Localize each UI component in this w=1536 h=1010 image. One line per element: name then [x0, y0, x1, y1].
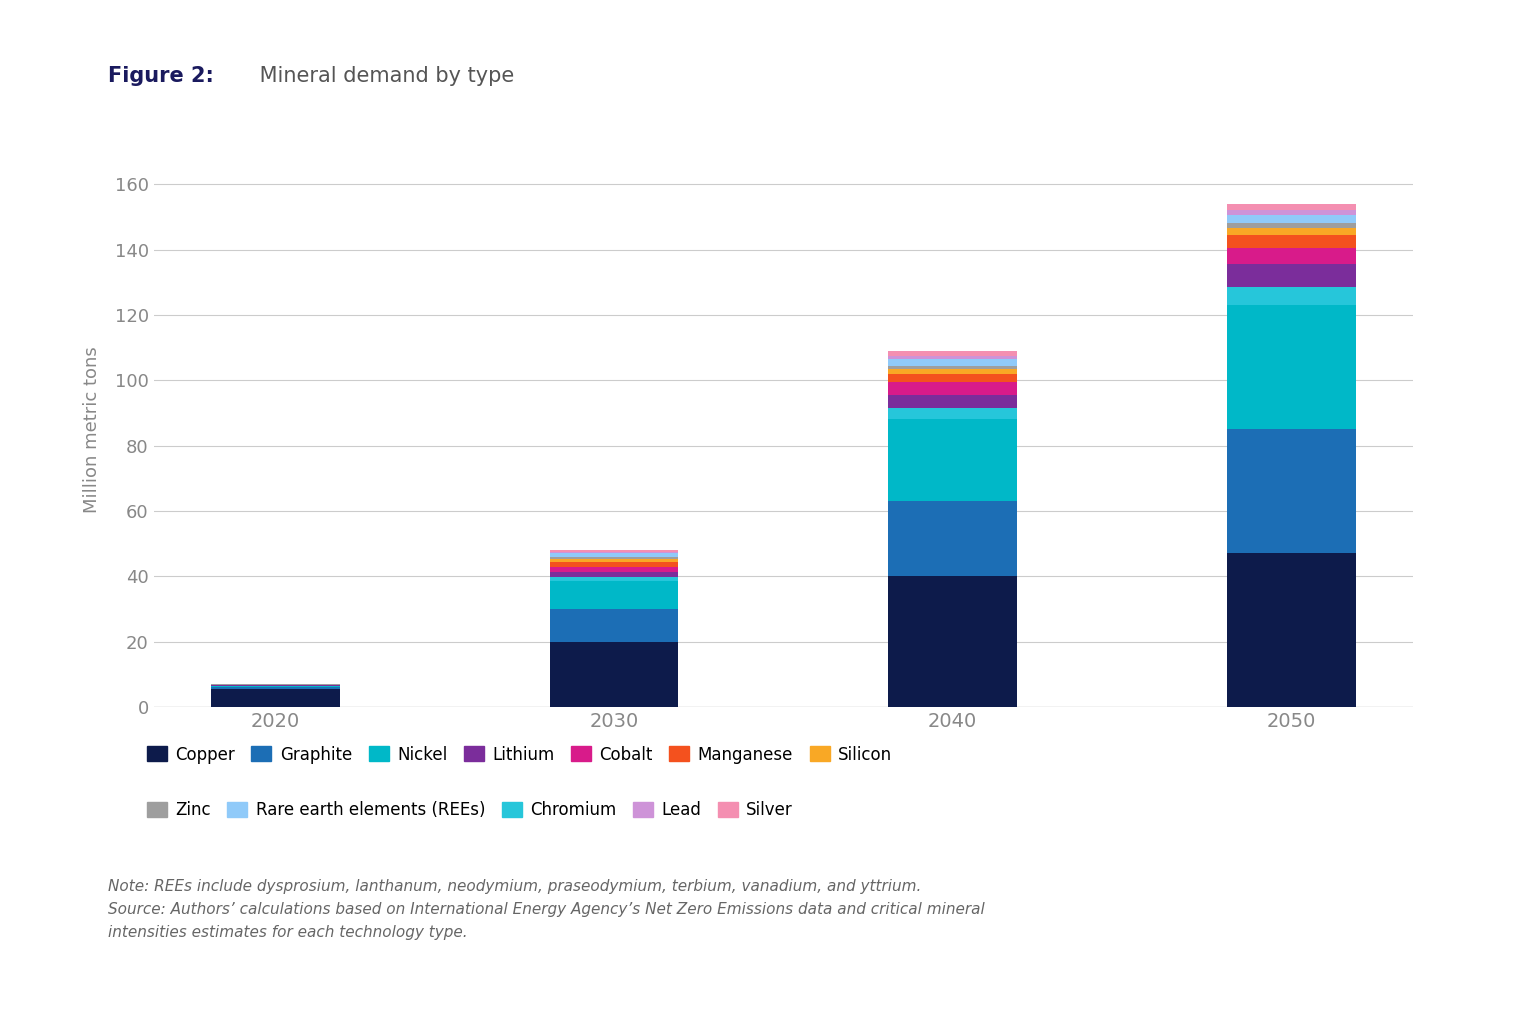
Bar — [888, 501, 1017, 577]
Bar — [888, 419, 1017, 501]
Text: Note: REEs include dysprosium, lanthanum, neodymium, praseodymium, terbium, vana: Note: REEs include dysprosium, lanthanum… — [108, 879, 985, 940]
Text: Figure 2:: Figure 2: — [108, 66, 214, 86]
Bar — [888, 408, 1017, 419]
Bar — [1227, 215, 1356, 223]
Bar — [1227, 210, 1356, 215]
Legend: Copper, Graphite, Nickel, Lithium, Cobalt, Manganese, Silicon: Copper, Graphite, Nickel, Lithium, Cobal… — [146, 745, 892, 764]
Legend: Zinc, Rare earth elements (REEs), Chromium, Lead, Silver: Zinc, Rare earth elements (REEs), Chromi… — [146, 801, 793, 819]
Bar — [888, 577, 1017, 707]
Bar — [550, 562, 679, 568]
Bar — [1227, 204, 1356, 210]
Bar — [1227, 228, 1356, 234]
Text: Mineral demand by type: Mineral demand by type — [253, 66, 515, 86]
Bar — [888, 395, 1017, 408]
Bar — [888, 382, 1017, 395]
Bar — [210, 689, 339, 707]
Bar — [1227, 234, 1356, 247]
Bar — [550, 568, 679, 573]
Bar — [1227, 223, 1356, 228]
Bar — [888, 366, 1017, 369]
Bar — [210, 686, 339, 688]
Bar — [1227, 265, 1356, 287]
Bar — [1227, 305, 1356, 429]
Bar — [550, 559, 679, 562]
Bar — [210, 688, 339, 689]
Bar — [550, 553, 679, 558]
Bar — [550, 558, 679, 559]
Bar — [550, 578, 679, 581]
Bar — [888, 374, 1017, 382]
Bar — [888, 369, 1017, 374]
Bar — [550, 550, 679, 551]
Bar — [1227, 287, 1356, 305]
Bar — [1227, 247, 1356, 265]
Y-axis label: Million metric tons: Million metric tons — [83, 345, 101, 513]
Bar — [550, 581, 679, 609]
Bar — [1227, 429, 1356, 553]
Bar — [550, 609, 679, 641]
Bar — [550, 551, 679, 553]
Bar — [550, 641, 679, 707]
Bar — [1227, 553, 1356, 707]
Bar — [550, 573, 679, 578]
Bar — [888, 350, 1017, 356]
Bar — [888, 359, 1017, 366]
Bar — [888, 356, 1017, 359]
